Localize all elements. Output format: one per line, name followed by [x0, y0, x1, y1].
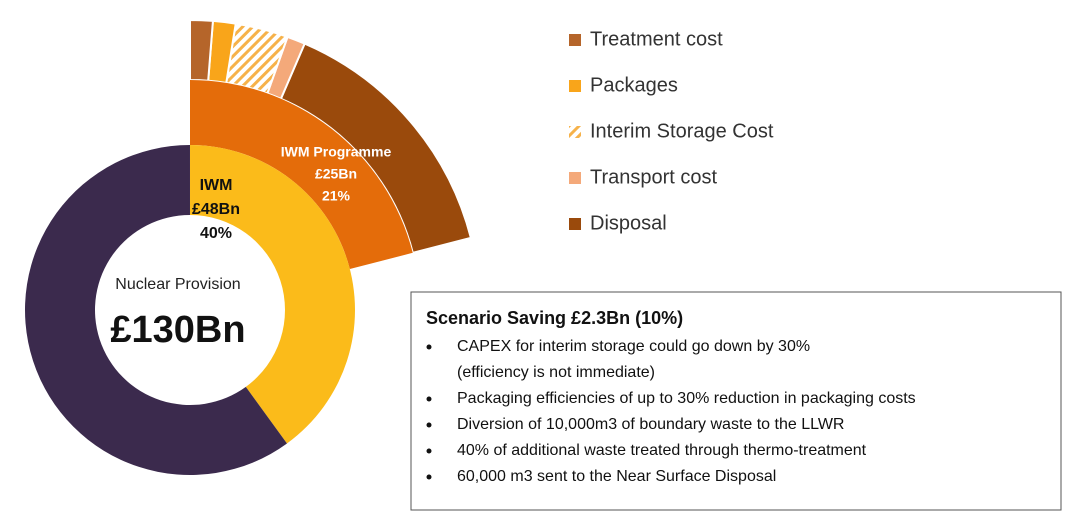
legend-swatch: [569, 218, 581, 230]
bullet-text: 60,000 m3 sent to the Near Surface Dispo…: [457, 468, 776, 485]
legend-label: Disposal: [590, 212, 667, 234]
legend-swatch: [569, 126, 581, 138]
bullet-dot: [426, 448, 432, 454]
box-title: Scenario Saving £2.3Bn (10%): [426, 308, 683, 328]
legend-label: Transport cost: [590, 166, 718, 188]
donut-rest: [24, 145, 287, 475]
text-box: [410, 291, 1062, 511]
programme-name: IWM Programme: [281, 144, 392, 160]
legend-swatch: [569, 172, 581, 184]
legend-swatch: [569, 80, 581, 92]
donut-iwm: [190, 145, 355, 444]
bullet-dot: [426, 396, 432, 402]
bullet-text: Packaging efficiencies of up to 30% redu…: [457, 390, 916, 407]
programme-amount: £25Bn: [315, 166, 357, 182]
bullet-dot: [426, 422, 432, 428]
center-value: £130Bn: [110, 309, 245, 351]
programme-sector: [190, 80, 413, 269]
bullet-dot: [426, 474, 432, 480]
bullet-text: Diversion of 10,000m3 of boundary waste …: [457, 416, 844, 433]
iwm-name: IWM: [200, 177, 233, 194]
legend-label: Packages: [590, 74, 678, 96]
iwm-amount: £48Bn: [192, 201, 240, 218]
iwm-percent: 40%: [200, 225, 232, 242]
legend-label: Interim Storage Cost: [590, 120, 774, 142]
bullet-text: 40% of additional waste treated through …: [457, 442, 867, 459]
center-label: Nuclear Provision: [115, 276, 240, 293]
programme-percent: 21%: [322, 188, 351, 204]
legend-label: Treatment cost: [590, 28, 723, 50]
bullet-text: (efficiency is not immediate): [457, 364, 655, 381]
legend-swatch: [569, 34, 581, 46]
outer-segment: [189, 18, 215, 82]
bullet-text: CAPEX for interim storage could go down …: [457, 338, 810, 355]
bullet-dot: [426, 344, 432, 350]
